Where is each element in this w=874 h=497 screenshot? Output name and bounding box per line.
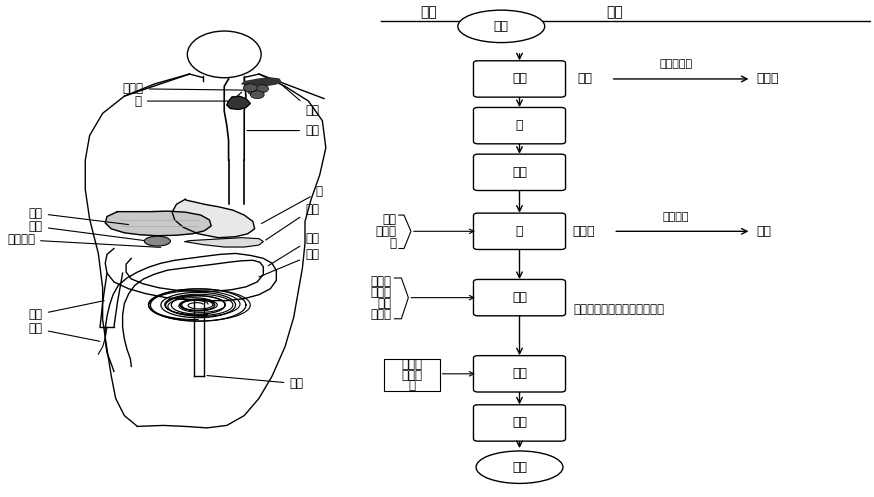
Text: 胃: 胃 <box>261 185 323 224</box>
Text: 阑尾: 阑尾 <box>29 322 100 341</box>
Text: （肠液、胆液、胆汁、脂肪）: （肠液、胆液、胆汁、脂肪） <box>573 304 664 317</box>
Circle shape <box>250 91 264 98</box>
Text: 食道: 食道 <box>512 166 527 179</box>
Text: 胃蛋白酶: 胃蛋白酶 <box>662 212 689 222</box>
Text: 肝脏: 肝脏 <box>29 207 128 225</box>
FancyBboxPatch shape <box>474 279 565 316</box>
Text: 水: 水 <box>408 379 415 392</box>
Text: 大肠: 大肠 <box>512 367 527 380</box>
Polygon shape <box>241 78 281 85</box>
Text: 维生素: 维生素 <box>401 358 422 371</box>
Text: 十二指肠: 十二指肠 <box>7 233 161 248</box>
Text: 肛门: 肛门 <box>512 416 527 429</box>
FancyBboxPatch shape <box>474 356 565 392</box>
Text: 唾液腺: 唾液腺 <box>122 83 253 95</box>
Text: 食物: 食物 <box>494 20 509 33</box>
Text: 消化: 消化 <box>607 5 623 19</box>
FancyBboxPatch shape <box>474 107 565 144</box>
Text: 胆囊: 胆囊 <box>29 220 146 241</box>
Text: 无机盐: 无机盐 <box>401 369 422 382</box>
Circle shape <box>243 84 257 92</box>
Text: 蛋白质: 蛋白质 <box>572 225 595 238</box>
Text: 小肠: 小肠 <box>512 291 527 304</box>
Ellipse shape <box>458 10 545 43</box>
FancyBboxPatch shape <box>474 154 565 190</box>
Text: 甘油: 甘油 <box>378 297 392 310</box>
FancyBboxPatch shape <box>474 405 565 441</box>
Text: 唾液淀粉酶: 唾液淀粉酶 <box>659 59 692 69</box>
FancyBboxPatch shape <box>384 359 440 391</box>
Text: 粪便: 粪便 <box>512 461 527 474</box>
FancyBboxPatch shape <box>474 61 565 97</box>
Text: 大肠: 大肠 <box>268 232 319 266</box>
Text: 咽: 咽 <box>516 119 524 132</box>
Text: 口腔: 口腔 <box>512 73 527 85</box>
Text: 水: 水 <box>389 237 396 250</box>
Ellipse shape <box>476 451 563 484</box>
Text: 胰腺: 胰腺 <box>266 203 319 240</box>
Text: 麦芽糖: 麦芽糖 <box>757 73 779 85</box>
Text: 无机盐: 无机盐 <box>375 225 396 238</box>
Text: 咽: 咽 <box>135 94 231 107</box>
Text: 小肠: 小肠 <box>259 248 319 277</box>
Polygon shape <box>172 199 254 238</box>
Text: 口腔: 口腔 <box>281 84 319 117</box>
Text: 食道: 食道 <box>247 124 319 137</box>
Text: 吸收: 吸收 <box>420 5 437 19</box>
Ellipse shape <box>144 236 170 246</box>
Text: 胃: 胃 <box>516 225 524 238</box>
Circle shape <box>247 87 261 95</box>
Text: 脂肪酸: 脂肪酸 <box>371 308 392 322</box>
FancyBboxPatch shape <box>474 213 565 249</box>
Text: 葡萄糖: 葡萄糖 <box>371 275 392 288</box>
Text: 氨基酸: 氨基酸 <box>371 286 392 299</box>
Polygon shape <box>227 96 250 109</box>
Circle shape <box>254 85 268 93</box>
Polygon shape <box>185 238 263 247</box>
Text: 淀粉: 淀粉 <box>578 73 593 85</box>
Text: 肛门: 肛门 <box>207 376 303 390</box>
Ellipse shape <box>187 31 261 78</box>
Polygon shape <box>105 211 212 236</box>
Text: 酒精: 酒精 <box>382 214 396 227</box>
Text: 多肽: 多肽 <box>757 225 772 238</box>
Text: 盲肠: 盲肠 <box>29 301 104 322</box>
